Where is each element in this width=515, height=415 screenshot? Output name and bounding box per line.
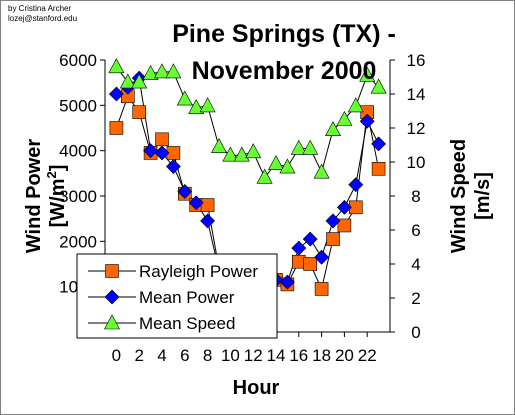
y-right-tick-label: 4 <box>411 255 420 274</box>
y-left-tick-label: 3000 <box>59 187 97 206</box>
data-point-mean-power <box>336 199 352 215</box>
y-axis-left-label: Wind Power [W/m2] <box>23 139 69 253</box>
legend-marker-rayleigh-power <box>105 264 119 278</box>
data-point-mean-speed <box>131 73 148 89</box>
data-point-rayleigh-power <box>337 218 352 233</box>
legend-label-mean-speed: Mean Speed <box>139 314 235 333</box>
data-point-mean-speed <box>188 98 205 114</box>
data-point-mean-power <box>348 177 364 193</box>
data-point-mean-power <box>165 159 181 174</box>
data-point-mean-power <box>200 213 216 229</box>
data-point-rayleigh-power <box>326 232 340 246</box>
y-axis-right-label: Wind Speed [m/s] <box>448 139 494 253</box>
chart-title-line1: Pine Springs (TX) - <box>172 20 396 48</box>
legend: Rayleigh Power Mean Power Mean Speed <box>76 253 278 339</box>
data-point-mean-speed <box>256 168 273 184</box>
y-right-tick-label: 6 <box>411 221 420 240</box>
x-tick-label: 16 <box>289 346 308 365</box>
data-point-mean-speed <box>119 73 136 89</box>
y-right-tick-label: 8 <box>411 187 420 206</box>
author-email: lozej@stanford.edu <box>8 14 78 23</box>
data-point-mean-speed <box>347 97 364 113</box>
author-credit: by Cristina Archer <box>8 4 72 13</box>
data-point-mean-power <box>279 274 295 290</box>
data-point-mean-speed <box>359 66 376 82</box>
x-tick-label: 6 <box>180 346 189 365</box>
data-point-mean-speed <box>279 158 296 174</box>
data-point-rayleigh-power <box>109 121 124 135</box>
y-left-tick-label: 4000 <box>59 142 97 161</box>
legend-marker-mean-power <box>104 289 120 305</box>
y-axis-left-unit: [W/m2] <box>44 165 69 228</box>
y-axis-right-label-line1: Wind Speed <box>448 139 470 253</box>
legend-label-mean-power: Mean Power <box>139 288 235 307</box>
y-axis-right-label-line2: [m/s] <box>472 172 494 220</box>
y-left-tick-label: 6000 <box>59 51 97 70</box>
data-point-mean-power <box>325 213 341 229</box>
data-point-rayleigh-power <box>303 257 318 271</box>
x-tick-label: 2 <box>134 346 143 365</box>
x-axis-label: Hour <box>233 377 280 399</box>
x-tick-label: 8 <box>203 346 212 365</box>
data-point-mean-speed <box>165 63 182 79</box>
y-left-tick-label: 5000 <box>59 96 97 115</box>
x-tick-label: 10 <box>221 346 240 365</box>
x-tick-label: 18 <box>312 346 331 365</box>
series-line-mean-power <box>116 77 380 283</box>
data-point-mean-speed <box>370 78 387 94</box>
data-point-rayleigh-power <box>200 198 215 212</box>
data-point-rayleigh-power <box>314 282 329 296</box>
data-point-mean-power <box>359 113 375 129</box>
x-tick-label: 0 <box>112 346 121 365</box>
series-markers <box>108 58 387 296</box>
data-point-mean-power <box>291 240 307 256</box>
data-point-mean-speed <box>324 121 342 136</box>
legend-label-rayleigh-power: Rayleigh Power <box>139 262 258 281</box>
y-left-tick-label: 2000 <box>59 232 97 251</box>
data-point-mean-power <box>108 86 124 102</box>
data-point-mean-power <box>302 231 318 247</box>
data-point-mean-power <box>371 136 387 152</box>
data-point-mean-speed <box>176 90 193 106</box>
x-tick-label: 22 <box>358 346 377 365</box>
y-right-tick-label: 2 <box>411 289 420 308</box>
data-point-mean-speed <box>142 64 159 80</box>
data-point-mean-speed <box>267 155 285 170</box>
data-point-mean-speed <box>313 163 330 179</box>
x-tick-label: 14 <box>267 346 286 365</box>
data-point-mean-speed <box>290 139 307 155</box>
data-point-mean-speed <box>222 146 239 162</box>
data-point-mean-power <box>154 145 170 161</box>
y-right-tick-label: 12 <box>407 119 426 138</box>
x-tick-label: 4 <box>157 346 166 365</box>
y-right-tick-label: 16 <box>407 51 426 70</box>
data-point-mean-speed <box>153 63 171 79</box>
data-point-mean-speed <box>210 138 228 153</box>
data-point-mean-power <box>177 184 193 199</box>
y-right-tick-label: 10 <box>407 153 426 172</box>
y-axis-left-label-text: Wind Power <box>23 139 45 253</box>
data-point-mean-speed <box>108 58 125 74</box>
legend-marker-mean-speed <box>103 314 121 330</box>
y-right-tick-label: 0 <box>411 323 420 342</box>
data-point-mean-speed <box>245 143 262 159</box>
data-point-mean-speed <box>336 110 353 126</box>
data-point-rayleigh-power <box>155 132 169 147</box>
data-point-mean-power <box>188 195 204 211</box>
data-point-mean-power <box>314 249 330 265</box>
data-point-rayleigh-power <box>291 254 306 269</box>
data-point-mean-speed <box>233 146 250 162</box>
data-point-rayleigh-power <box>132 105 146 119</box>
data-point-mean-speed <box>302 139 319 155</box>
data-point-rayleigh-power <box>371 162 386 176</box>
data-point-mean-speed <box>199 97 216 113</box>
data-point-mean-power <box>143 143 159 159</box>
chart-title-line2: November 2000 <box>192 57 377 85</box>
x-tick-label: 12 <box>244 346 263 365</box>
y-right-tick-label: 14 <box>407 85 426 104</box>
x-tick-label: 20 <box>335 346 354 365</box>
